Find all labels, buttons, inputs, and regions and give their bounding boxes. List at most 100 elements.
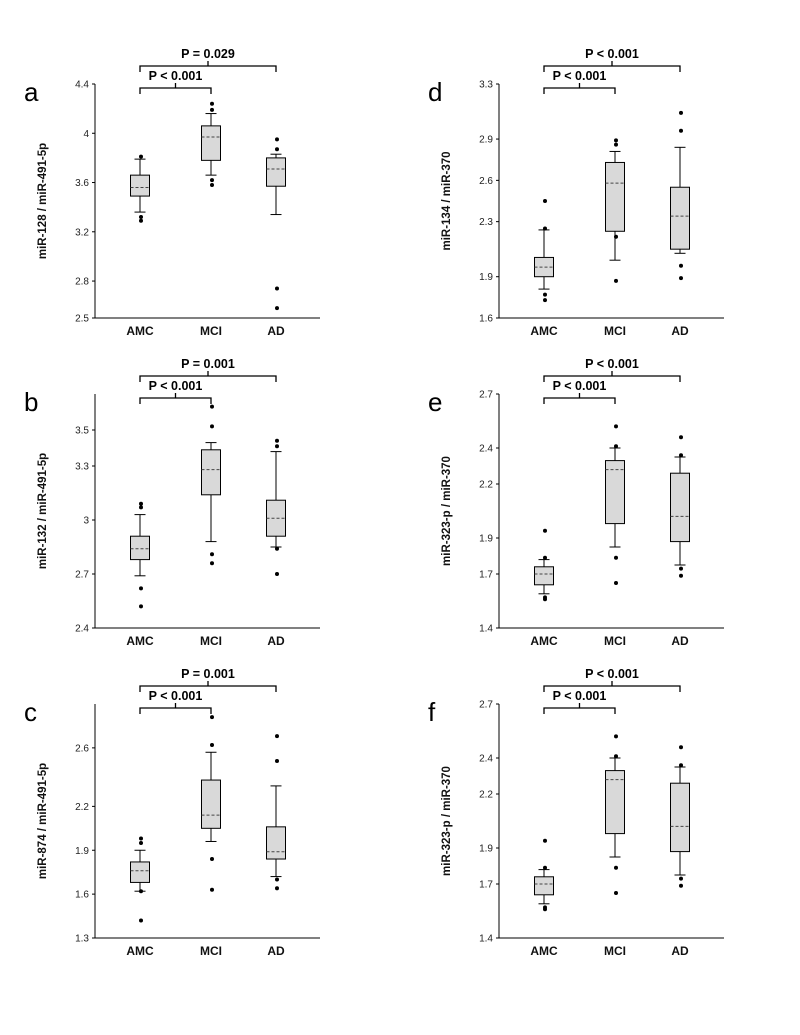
box-iqr <box>534 876 554 896</box>
x-category-label: AMC <box>126 634 154 648</box>
outlier-point <box>543 528 547 533</box>
outlier-point <box>139 836 143 841</box>
bracket-line <box>139 371 277 382</box>
outlier-point <box>139 889 143 894</box>
outlier-point <box>614 865 618 870</box>
bracket-line <box>139 61 277 72</box>
y-tick-label: 3.5 <box>75 426 89 437</box>
p-value-label: P < 0.001 <box>585 667 639 681</box>
p-value-label: P = 0.001 <box>181 667 235 681</box>
bracket-line <box>543 83 616 94</box>
y-tick-label: 2.2 <box>479 790 493 801</box>
outlier-point <box>139 501 143 506</box>
outlier-point <box>614 555 618 560</box>
y-tick-label: 4.4 <box>75 80 89 91</box>
chart-panel-e: e 1.4 1.7 1.9 2.2 2.4 2.7 miR-323-p / miR-370 AM… <box>428 357 724 648</box>
outlier-point <box>679 453 683 458</box>
y-axis-label: miR-874 / miR-491-5p <box>37 763 49 879</box>
y-tick-label: 2.4 <box>75 624 89 635</box>
outlier-point <box>614 142 618 147</box>
outlier-point <box>275 877 279 882</box>
box-ad <box>266 438 286 576</box>
box-iqr <box>605 770 625 835</box>
outlier-point <box>275 759 279 764</box>
panel-letter: a <box>24 77 39 107</box>
outlier-point <box>614 581 618 585</box>
p-value-label: P < 0.001 <box>149 69 203 83</box>
outlier-point <box>543 298 547 303</box>
x-category-label: MCI <box>604 944 626 958</box>
chart-panel-c: c 1.3 1.6 1.9 2.2 2.6 miR-874 / miR-491-5p AMC M… <box>24 667 320 958</box>
y-tick-label: 1.3 <box>75 934 89 945</box>
x-category-label: AD <box>267 634 285 648</box>
box-iqr <box>605 161 625 232</box>
box-ad <box>670 110 690 281</box>
x-category-label: AMC <box>530 634 558 648</box>
outlier-point <box>275 306 279 311</box>
outlier-point <box>543 597 547 602</box>
outlier-point <box>543 838 547 843</box>
outlier-point <box>614 138 618 143</box>
x-category-label: AMC <box>126 324 154 338</box>
box-iqr <box>201 125 221 161</box>
x-category-label: AD <box>671 634 689 648</box>
significance-bracket-amc-ad: P < 0.001 <box>543 667 681 692</box>
outlier-point <box>275 886 279 891</box>
p-value-label: P < 0.001 <box>585 47 639 61</box>
y-tick-label: 3.3 <box>479 80 493 91</box>
outlier-point <box>275 572 279 576</box>
outlier-point <box>210 742 214 747</box>
x-category-label: MCI <box>200 634 222 648</box>
y-tick-label: 2.8 <box>75 277 89 288</box>
panel-letter: b <box>24 387 38 417</box>
chart-panel-f: f 1.4 1.7 1.9 2.2 2.4 2.7 miR-323-p / miR-370 AM… <box>428 667 724 958</box>
y-tick-label: 1.7 <box>479 880 493 891</box>
outlier-point <box>139 215 143 220</box>
box-iqr <box>201 779 221 829</box>
outlier-point <box>543 226 547 231</box>
box-iqr <box>534 566 554 586</box>
x-category-label: AMC <box>530 324 558 338</box>
y-tick-label: 2.7 <box>479 390 493 401</box>
outlier-point <box>679 566 683 571</box>
y-tick-label: 1.7 <box>479 570 493 581</box>
y-tick-label: 1.9 <box>75 846 89 857</box>
box-ad <box>670 745 690 888</box>
box-iqr <box>605 460 625 525</box>
box-amc <box>534 528 554 602</box>
y-tick-label: 2.6 <box>75 743 89 754</box>
p-value-label: P < 0.001 <box>149 379 203 393</box>
x-category-label: AMC <box>126 944 154 958</box>
bracket-line <box>139 703 212 714</box>
box-iqr <box>670 472 690 543</box>
outlier-point <box>275 147 279 152</box>
y-tick-label: 2.2 <box>479 480 493 491</box>
y-axis-label: miR-323-p / miR-370 <box>441 766 453 876</box>
significance-bracket-amc-ad: P < 0.001 <box>543 357 681 382</box>
outlier-point <box>210 101 214 106</box>
y-tick-label: 1.4 <box>479 934 493 945</box>
box-iqr <box>266 157 286 187</box>
outlier-point <box>614 424 618 429</box>
outlier-point <box>543 199 547 203</box>
y-tick-label: 1.6 <box>479 314 493 325</box>
outlier-point <box>210 552 214 557</box>
outlier-point <box>679 110 683 115</box>
chart-panel-a: a 2.5 2.8 3.2 3.6 4 4.4 miR-128 / miR-491-5p AMC… <box>24 47 320 338</box>
y-tick-label: 1.4 <box>479 624 493 635</box>
x-category-label: MCI <box>200 324 222 338</box>
outlier-point <box>679 876 683 881</box>
y-tick-label: 2.7 <box>479 700 493 711</box>
x-category-label: MCI <box>200 944 222 958</box>
box-iqr <box>670 782 690 853</box>
bracket-line <box>543 681 681 692</box>
outlier-point <box>543 292 547 297</box>
outlier-point <box>139 505 143 510</box>
outlier-point <box>210 178 214 183</box>
outlier-point <box>210 182 214 187</box>
outlier-point <box>275 734 279 739</box>
panel-letter: e <box>428 387 442 417</box>
box-mci <box>201 101 221 187</box>
x-category-label: MCI <box>604 634 626 648</box>
